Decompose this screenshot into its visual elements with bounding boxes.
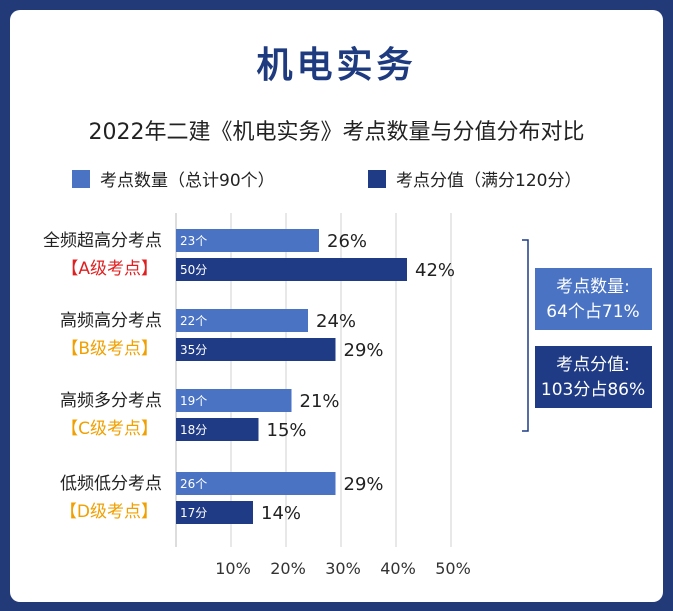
page-title: 机电实务 — [256, 45, 417, 86]
category-tag: 【D级考点】 — [60, 502, 158, 522]
category-label: 高频多分考点 — [60, 391, 162, 411]
data-label: 14% — [261, 503, 301, 524]
bar-inner-label: 22个 — [180, 314, 207, 328]
category-tag: 【C级考点】 — [61, 419, 158, 439]
category-label: 低频低分考点 — [60, 474, 162, 494]
bar-score — [176, 258, 407, 281]
category-tag: 【A级考点】 — [61, 259, 158, 279]
legend-label-series1: 考点数量（总计90个） — [100, 171, 275, 191]
bar-inner-label: 50分 — [180, 263, 207, 277]
legend-swatch-series2 — [368, 169, 386, 188]
x-tick-label: 40% — [380, 559, 416, 578]
annotation-count-line1: 考点数量: — [556, 277, 630, 297]
bar-count — [176, 309, 308, 332]
x-tick-label: 20% — [270, 559, 306, 578]
data-label: 24% — [316, 311, 356, 332]
bracket — [522, 239, 529, 432]
legend-swatch-series1 — [72, 169, 90, 188]
bar-inner-label: 23个 — [180, 234, 207, 248]
bar-score — [176, 338, 336, 361]
data-label: 21% — [300, 391, 340, 412]
annotation-score-box — [535, 346, 652, 408]
x-tick-label: 10% — [215, 559, 251, 578]
bar-score — [176, 418, 259, 441]
bar-count — [176, 389, 292, 412]
x-tick-label: 30% — [325, 559, 361, 578]
bar-inner-label: 35分 — [180, 343, 207, 357]
data-label: 29% — [344, 340, 384, 361]
legend-item-series1: 考点数量（总计90个） — [72, 166, 275, 191]
legend-item-series2: 考点分值（满分120分） — [368, 166, 581, 191]
data-label: 29% — [344, 474, 384, 495]
annotation-score-line2: 103分占86% — [541, 380, 645, 400]
category-label: 高频高分考点 — [60, 311, 162, 331]
annotation-score-line1: 考点分值: — [556, 355, 630, 375]
category-tag: 【B级考点】 — [61, 339, 158, 359]
bar-score — [176, 501, 253, 524]
bar-inner-label: 18分 — [180, 423, 207, 437]
data-label: 15% — [267, 420, 307, 441]
x-tick-label: 50% — [435, 559, 471, 578]
bar-inner-label: 17分 — [180, 506, 207, 520]
category-label: 全频超高分考点 — [43, 231, 162, 251]
bar-count — [176, 229, 319, 252]
bar-inner-label: 19个 — [180, 394, 207, 408]
annotation-count-box — [535, 268, 652, 330]
legend-label-series2: 考点分值（满分120分） — [396, 171, 582, 191]
data-label: 42% — [415, 260, 455, 281]
bar-inner-label: 26个 — [180, 477, 207, 491]
data-label: 26% — [327, 231, 367, 252]
chart-subtitle: 2022年二建《机电实务》考点数量与分值分布对比 — [88, 120, 585, 145]
bar-count — [176, 472, 336, 495]
annotation-count-line2: 64个占71% — [546, 302, 639, 322]
